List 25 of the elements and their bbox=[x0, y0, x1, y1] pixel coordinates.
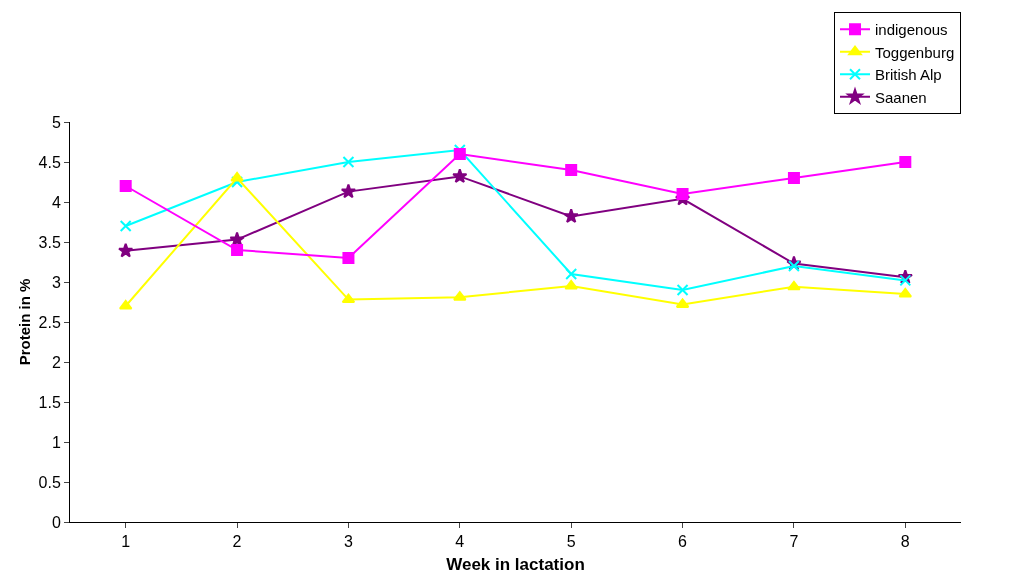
legend-label: Toggenburg bbox=[875, 43, 955, 61]
x-tick-label: 8 bbox=[900, 533, 910, 551]
y-tick-label: 0.5 bbox=[38, 473, 61, 491]
x-tick-label: 3 bbox=[343, 533, 353, 551]
y-tick-label: 0 bbox=[51, 513, 61, 531]
x-tick-label: 5 bbox=[566, 533, 576, 551]
y-tick-label: 2 bbox=[51, 353, 61, 371]
y-tick-label: 1 bbox=[51, 433, 61, 451]
x-tick-label: 1 bbox=[121, 533, 131, 551]
y-tick-label: 2.5 bbox=[38, 313, 61, 331]
y-tick-label: 3.5 bbox=[38, 233, 61, 251]
y-tick-label: 4.5 bbox=[38, 153, 61, 171]
x-tick-label: 7 bbox=[789, 533, 799, 551]
x-axis-title: Week in lactation bbox=[446, 554, 585, 574]
y-tick-label: 1.5 bbox=[38, 393, 61, 411]
legend-label: Saanen bbox=[875, 88, 927, 106]
legend-label: British Alp bbox=[875, 66, 942, 84]
legend-label: indigenous bbox=[875, 21, 948, 39]
y-tick-label: 3 bbox=[51, 273, 61, 291]
y-axis-title: Protein in % bbox=[15, 278, 33, 366]
y-tick-label: 4 bbox=[51, 193, 61, 211]
y-tick-label: 5 bbox=[51, 113, 61, 131]
x-tick-label: 4 bbox=[455, 533, 465, 551]
x-tick-label: 6 bbox=[678, 533, 688, 551]
x-tick-label: 2 bbox=[232, 533, 242, 551]
